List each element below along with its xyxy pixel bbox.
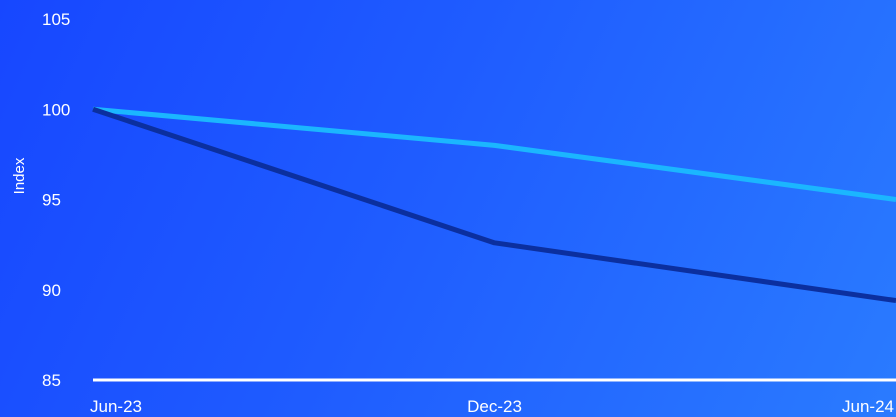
series-layer [92,106,896,304]
y-tick-label: 95 [42,191,61,210]
y-axis-title: Index [11,157,28,194]
y-tick-label: 90 [42,281,61,300]
y-tick-label: 100 [42,100,70,119]
x-tick-label: Jun-23 [90,397,142,416]
y-axis-ticks: 105 100 95 90 85 [42,10,70,390]
x-tick-label: Jun-24 [842,397,894,416]
series-line-1 [92,106,896,202]
x-axis-ticks: Jun-23 Dec-23 Jun-24 [90,397,894,416]
series-line-2 [92,106,896,304]
x-tick-label: Dec-23 [467,397,522,416]
y-tick-label: 85 [42,371,61,390]
y-tick-label: 105 [42,10,70,29]
